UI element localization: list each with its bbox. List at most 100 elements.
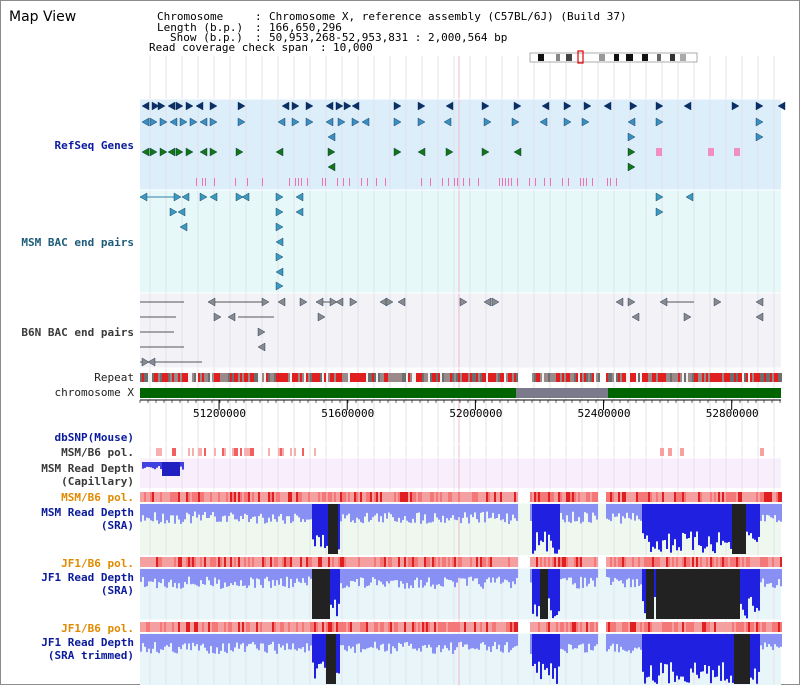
refseq-gene — [655, 101, 664, 111]
jf1-pol — [292, 557, 294, 567]
jf1-pol — [330, 557, 332, 567]
jf1-sra-depth — [338, 569, 340, 604]
refseq-gene — [629, 101, 638, 111]
repeat-segment — [758, 373, 760, 382]
ideogram-band — [599, 54, 605, 61]
jf1-sra-depth — [310, 569, 312, 579]
msm-sra-pol — [744, 492, 746, 502]
b6n-bac-end — [459, 297, 468, 307]
msm-sra-pol — [152, 492, 154, 502]
jf1-trim-depth — [394, 634, 396, 649]
jf1-trim-pol — [572, 622, 574, 632]
msm-sra-depth — [702, 504, 704, 553]
jf1-sra-depth-dark — [316, 569, 318, 619]
jf1-pol — [586, 557, 588, 567]
jf1-trim-depth — [568, 634, 570, 645]
msm-sra-pol — [344, 492, 346, 502]
jf1-pol — [428, 557, 430, 567]
jf1-pol — [490, 557, 492, 567]
msm-sra-depth — [640, 504, 642, 521]
jf1-sra-depth — [360, 569, 362, 578]
repeat-segment — [532, 373, 534, 382]
msm-sra-depth — [430, 504, 432, 523]
jf1-pol — [744, 557, 746, 567]
jf1-sra-depth — [494, 569, 496, 583]
jf1-trim-depth — [716, 634, 718, 677]
msm-sra-pol — [180, 492, 182, 502]
jf1-pol — [644, 557, 646, 567]
jf1-sra-depth — [258, 569, 260, 580]
msm-sra-pol — [280, 492, 282, 502]
jf1-trim-pol — [370, 622, 372, 632]
jf1-trim-depth — [560, 634, 562, 649]
msm-sra-depth — [266, 504, 268, 523]
msm-sra-pol — [462, 492, 464, 502]
msm-sra-depth — [282, 504, 284, 521]
refseq-gene — [655, 117, 664, 127]
jf1-trim-depth — [450, 634, 452, 643]
msm-sra-depth — [232, 504, 234, 515]
msm-sra-pol — [142, 492, 144, 502]
jf1-sra-depth — [150, 569, 152, 582]
msm-sra-pol — [186, 492, 188, 502]
msm-sra-pol — [386, 492, 388, 502]
refseq-gene — [343, 101, 352, 111]
msm-sra-pol — [366, 492, 368, 502]
msm-bac-end — [275, 207, 284, 217]
jf1-trim-depth — [174, 634, 176, 653]
jf1-pol — [210, 557, 212, 567]
msm-sra-depth — [540, 504, 542, 541]
msm-sra-depth — [358, 504, 360, 520]
msm-sra-depth — [476, 504, 478, 520]
jf1-pol — [422, 557, 424, 567]
jf1-trim-pol — [202, 622, 204, 632]
repeat-segment — [468, 373, 470, 382]
jf1-pol — [256, 557, 258, 567]
msm-sra-depth — [714, 504, 716, 554]
jf1-pol — [718, 557, 720, 567]
jf1-sra-depth — [474, 569, 476, 579]
jf1-sra-depth — [146, 569, 148, 587]
msm-sra-pol — [544, 492, 546, 502]
refseq-gene — [481, 101, 490, 111]
msm-sra-pol — [730, 492, 732, 502]
jf1-pol — [204, 557, 206, 567]
msm-sra-pol — [388, 492, 390, 502]
jf1-sra-depth — [748, 569, 750, 599]
repeat-segment — [568, 373, 570, 382]
msm-sra-depth — [380, 504, 382, 517]
jf1-pol — [444, 557, 446, 567]
msm-sra-depth — [156, 504, 158, 521]
jf1-sra-depth — [410, 569, 412, 586]
msm-sra-depth — [320, 504, 322, 547]
msm-cap-pol — [668, 448, 672, 456]
jf1-trim-pol — [742, 622, 744, 632]
jf1-sra-depth — [148, 569, 150, 582]
jf1-pol — [538, 557, 540, 567]
msm-sra-depth — [200, 504, 202, 521]
jf1-trim-pol — [144, 622, 146, 632]
jf1-trim-depth — [432, 634, 434, 654]
jf1-trim-pol — [440, 622, 442, 632]
msm-sra-depth — [614, 504, 616, 517]
jf1-sra-depth — [394, 569, 396, 581]
jf1-sra-depth — [576, 569, 578, 589]
repeat-segment — [576, 373, 578, 382]
repeat-segment — [282, 373, 284, 382]
jf1-trim-pol — [630, 622, 632, 632]
jf1-trim-depth — [576, 634, 578, 649]
jf1-sra-depth — [612, 569, 614, 582]
msm-sra-depth — [406, 504, 408, 521]
msm-sra-pol — [148, 492, 150, 502]
jf1-sra-depth — [158, 569, 160, 583]
jf1-pol — [364, 557, 366, 567]
msm-sra-depth — [504, 504, 506, 523]
jf1-sra-depth — [330, 569, 332, 605]
jf1-trim-pol — [554, 622, 556, 632]
msm-bac-end — [655, 207, 664, 217]
b6n-bac-end — [659, 297, 668, 307]
jf1-sra-depth — [510, 569, 512, 589]
jf1-pol — [502, 557, 504, 567]
b6n-bac-end — [317, 312, 326, 322]
